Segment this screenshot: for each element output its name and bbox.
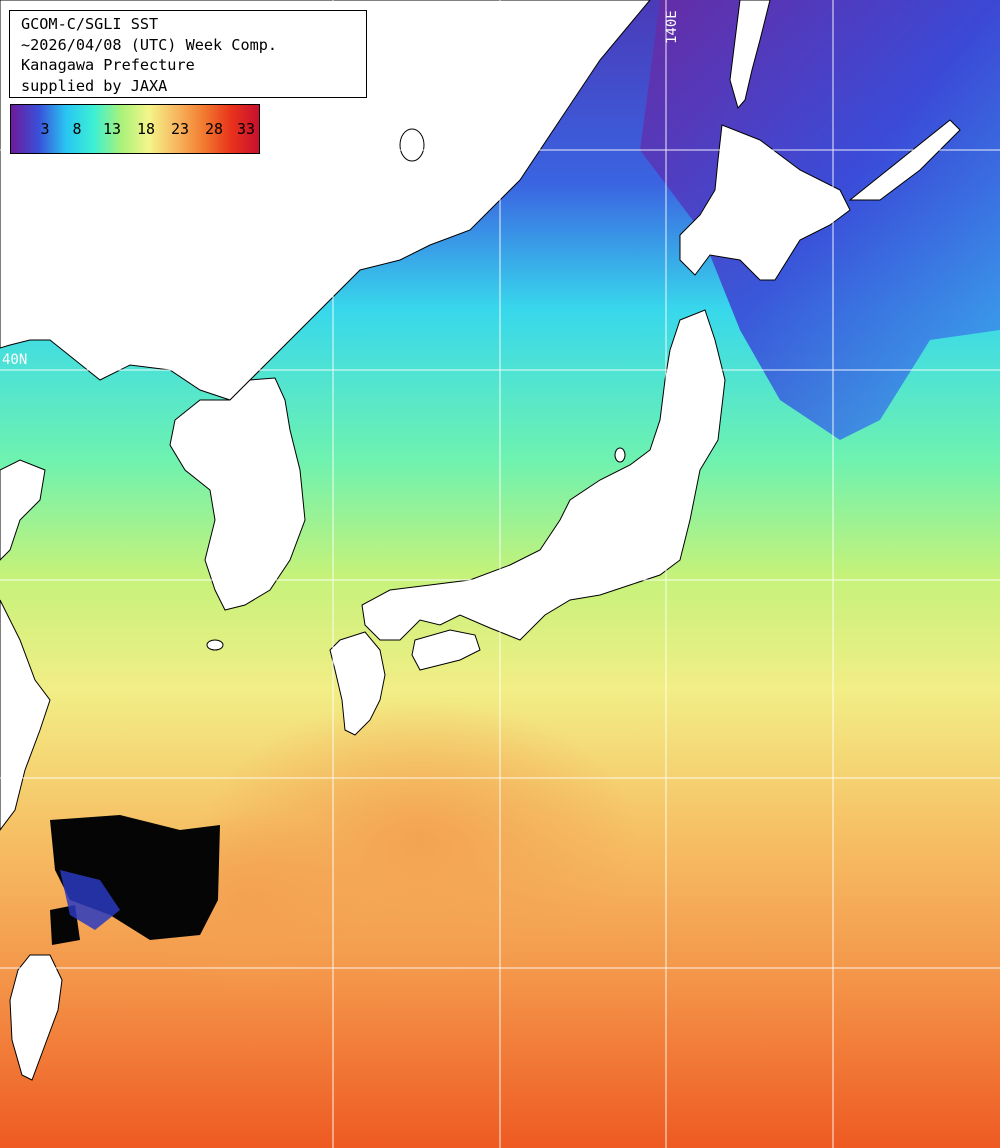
- land-china: [0, 459, 46, 561]
- region-line: Kanagawa Prefecture: [21, 56, 195, 74]
- lat-label-40n: 40N: [2, 352, 28, 368]
- scale-tick-23: 23: [170, 120, 190, 138]
- color-scale: 3 8 13 18 23 28 33: [10, 104, 260, 154]
- lon-label-140e: 140E: [664, 10, 680, 44]
- cloud-mask: [50, 815, 220, 945]
- land-kyushu: [329, 631, 386, 736]
- land-island-2: [614, 447, 626, 463]
- land-korea: [169, 377, 306, 611]
- scale-tick-28: 28: [204, 120, 224, 138]
- date-line: ~2026/04/08 (UTC) Week Comp.: [21, 35, 278, 54]
- scale-tick-3: 3: [40, 120, 50, 138]
- color-scale-gradient: [11, 105, 259, 153]
- scale-tick-8: 8: [72, 120, 82, 138]
- title-line: GCOM-C/SGLI SST: [21, 15, 159, 33]
- land-island-1: [399, 128, 425, 162]
- scale-tick-13: 13: [102, 120, 122, 138]
- land-sakhalin: [729, 0, 771, 110]
- land-taiwan: [9, 954, 63, 1081]
- land-shikoku: [411, 629, 481, 671]
- land-china-south: [0, 599, 51, 831]
- land: [0, 0, 961, 1081]
- land-honshu: [361, 309, 726, 641]
- info-box: GCOM-C/SGLI SST ~2026/04/08 (UTC) Week C…: [9, 10, 367, 98]
- scale-tick-33: 33: [236, 120, 256, 138]
- land-kuril: [848, 119, 961, 201]
- scale-tick-18: 18: [136, 120, 156, 138]
- land-island-3: [206, 639, 224, 651]
- credit-line: supplied by JAXA: [21, 76, 168, 95]
